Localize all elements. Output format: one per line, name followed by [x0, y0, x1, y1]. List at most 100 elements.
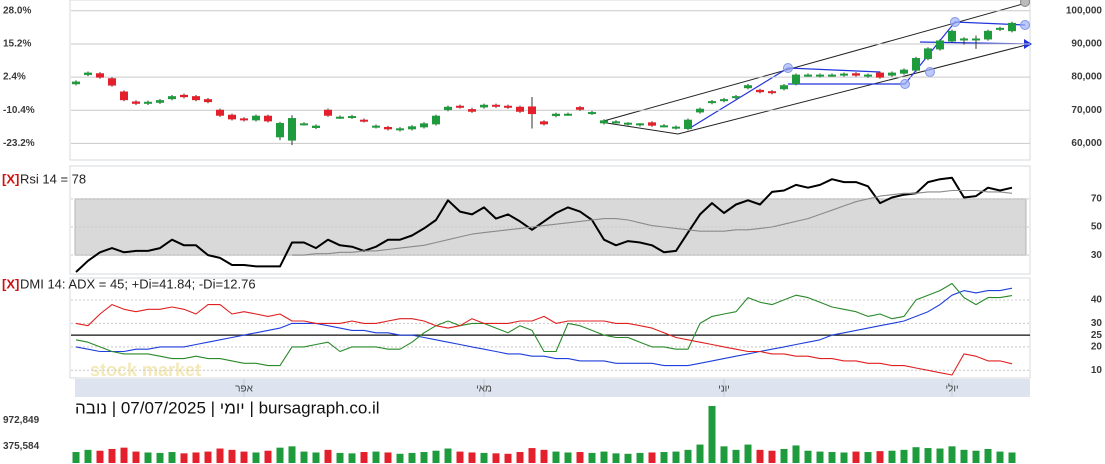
- candle-body: [936, 40, 944, 50]
- x-tick-label: אפר: [235, 384, 253, 395]
- y-tick-label: 70,000: [1071, 105, 1102, 116]
- y-tick-label: 2.4%: [3, 72, 26, 83]
- volume-bar: [984, 448, 992, 463]
- volume-bar: [96, 450, 104, 463]
- volume-bar: [828, 452, 836, 463]
- volume-bar: [684, 449, 692, 463]
- candle-body: [144, 101, 152, 104]
- candle-body: [420, 123, 428, 128]
- volume-bar: [624, 453, 632, 463]
- volume-bar: [636, 452, 644, 463]
- candle-body: [72, 81, 80, 85]
- candle-body: [792, 74, 800, 85]
- volume-bar: [216, 448, 224, 463]
- footer-title: יומי | 07/07/2025 | נובה | bursagraph.co…: [75, 398, 380, 417]
- volume-bar: [156, 452, 164, 463]
- volume-bar: [516, 452, 524, 463]
- volume-bar: [240, 451, 248, 463]
- candle-body: [288, 118, 296, 141]
- volume-bar: [852, 451, 860, 463]
- volume-bar: [924, 448, 932, 463]
- candle-body: [396, 128, 404, 131]
- candle-body: [996, 27, 1004, 30]
- candle-body: [276, 123, 284, 138]
- candle-body: [528, 106, 536, 115]
- candle-body: [672, 126, 680, 129]
- volume-bar: [276, 447, 284, 463]
- volume-bar: [876, 451, 884, 463]
- candle-body: [924, 48, 932, 60]
- candle-body: [612, 121, 620, 124]
- volume-bar: [72, 452, 80, 463]
- volume-bar: [204, 451, 212, 463]
- y-tick-label: 20: [1091, 341, 1103, 352]
- volume-bar: [840, 452, 848, 463]
- volume-bar: [936, 448, 944, 463]
- volume-bar: [948, 446, 956, 463]
- y-tick-label: 30: [1091, 250, 1103, 261]
- candle-body: [552, 113, 560, 117]
- volume-bar: [804, 450, 812, 463]
- candle-body: [432, 115, 440, 125]
- candle-body: [564, 113, 572, 116]
- volume-bar: [540, 449, 548, 463]
- volume-bar: [900, 449, 908, 463]
- volume-bar: [444, 448, 452, 463]
- y-tick-label: 100,000: [1066, 5, 1103, 16]
- candle-body: [156, 100, 164, 103]
- volume-bar: [528, 448, 536, 463]
- close-button[interactable]: [X]: [2, 276, 19, 291]
- volume-bar: [144, 452, 152, 463]
- volume-bar: [660, 452, 668, 463]
- candle-body: [192, 96, 200, 101]
- volume-bar: [132, 451, 140, 463]
- candle-body: [360, 119, 368, 122]
- candle-body: [588, 112, 596, 115]
- candle-body: [744, 85, 752, 89]
- volume-bar: [84, 449, 92, 463]
- candle-body: [372, 125, 380, 128]
- volume-bar: [468, 452, 476, 463]
- dmi-panel: [69, 277, 1031, 379]
- volume-bar: [312, 452, 320, 463]
- volume-bar: [336, 452, 344, 463]
- x-tick-label: יולי: [945, 383, 958, 395]
- watermark: stock market: [90, 360, 201, 380]
- candle-body: [1008, 22, 1016, 32]
- candle-body: [96, 73, 104, 78]
- candle-body: [660, 125, 668, 128]
- volume-bar: [612, 453, 620, 463]
- volume-bar: [912, 447, 920, 463]
- volume-bar: [180, 453, 188, 463]
- candle-body: [264, 115, 272, 122]
- price-panel: [69, 0, 1031, 161]
- x-tick-label: מאי: [476, 384, 492, 395]
- volume-bar: [552, 451, 560, 463]
- volume-bar: [672, 451, 680, 463]
- volume-bar: [288, 446, 296, 463]
- volume-bar: [816, 451, 824, 463]
- candle-body: [312, 125, 320, 128]
- y-tick-label: 375,584: [3, 441, 40, 452]
- candle-body: [816, 74, 824, 77]
- candle-body: [216, 109, 224, 116]
- candle-body: [492, 104, 500, 107]
- y-tick-label: -10.4%: [3, 105, 35, 116]
- volume-bar: [864, 452, 872, 463]
- candle-body: [780, 85, 788, 90]
- volume-bar: [348, 453, 356, 463]
- y-tick-label: -23.2%: [3, 138, 35, 149]
- candle-body: [576, 107, 584, 110]
- candle-body: [120, 91, 128, 101]
- series-line: [75, 287, 1013, 367]
- candle-body: [84, 72, 92, 75]
- series-line: [75, 176, 1013, 273]
- close-button[interactable]: [X]: [2, 171, 19, 186]
- volume-bar: [252, 452, 260, 463]
- volume-bar: [888, 450, 896, 463]
- volume-bar: [384, 452, 392, 463]
- volume-bar: [324, 449, 332, 463]
- volume-bar: [228, 449, 236, 463]
- candle-body: [132, 101, 140, 104]
- candle-body: [708, 101, 716, 104]
